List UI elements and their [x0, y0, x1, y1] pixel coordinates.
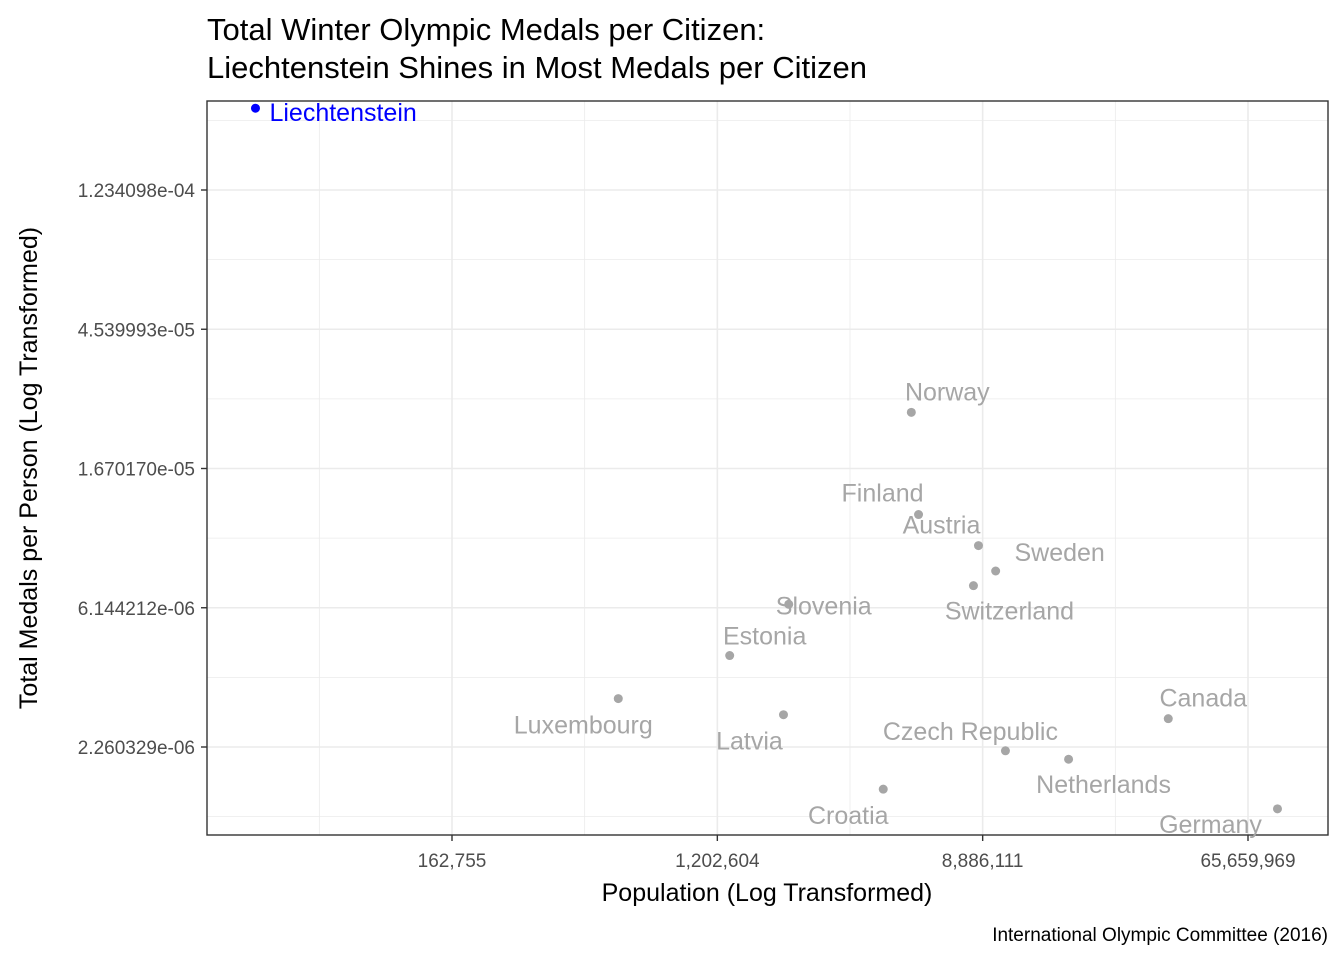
point-czech-republic — [1000, 746, 1010, 756]
y-tick-label: 1.234098e-04 — [78, 181, 196, 202]
x-tick-label: 65,659,969 — [1200, 851, 1295, 872]
y-tick-label: 1.670170e-05 — [78, 460, 195, 481]
label-czech-republic: Czech Republic — [883, 718, 1058, 746]
label-germany: Germany — [1159, 811, 1262, 839]
label-finland: Finland — [842, 480, 924, 508]
point-labels: Liechtenstein Norway Finland Austria Sweden S… — [269, 99, 1262, 839]
y-tick-label: 6.144212e-06 — [78, 599, 195, 620]
label-slovenia: Slovenia — [776, 592, 872, 620]
point-norway — [906, 407, 916, 417]
point-netherlands — [1064, 754, 1074, 764]
point-estonia — [725, 651, 735, 661]
point-austria — [973, 541, 983, 551]
point-finland — [914, 510, 924, 520]
label-sweden: Sweden — [1014, 539, 1104, 567]
chart-title: Total Winter Olympic Medals per Citizen: — [207, 12, 766, 47]
x-tick-label: 1,202,604 — [675, 851, 760, 872]
caption: International Olympic Committee (2016) — [992, 925, 1328, 946]
label-estonia: Estonia — [723, 623, 806, 651]
chart-subtitle: Liechtenstein Shines in Most Medals per … — [207, 50, 867, 85]
y-tick-label: 4.539993e-05 — [78, 320, 195, 341]
point-switzerland — [968, 581, 978, 591]
label-switzerland: Switzerland — [945, 598, 1074, 626]
point-latvia — [778, 710, 788, 720]
point-croatia — [878, 784, 888, 794]
label-canada: Canada — [1159, 685, 1247, 713]
major-gridlines — [207, 101, 1328, 835]
x-tick-label: 8,886,111 — [942, 851, 1024, 872]
label-norway: Norway — [905, 378, 990, 406]
point-liechtenstein — [250, 103, 260, 113]
label-croatia: Croatia — [808, 802, 889, 830]
label-latvia: Latvia — [716, 728, 783, 756]
y-axis-title: Total Medals per Person (Log Transformed… — [15, 227, 43, 709]
label-liechtenstein: Liechtenstein — [269, 99, 416, 127]
x-tick-label: 162,755 — [418, 851, 487, 872]
point-luxembourg — [613, 694, 623, 704]
point-germany — [1272, 804, 1282, 814]
label-netherlands: Netherlands — [1036, 771, 1171, 799]
label-luxembourg: Luxembourg — [514, 712, 653, 740]
point-slovenia — [784, 599, 794, 609]
point-sweden — [991, 566, 1001, 576]
data-points — [250, 103, 1282, 814]
x-axis-title: Population (Log Transformed) — [602, 879, 933, 907]
y-axis: 2.260329e-06 6.144212e-06 1.670170e-05 4.53… — [78, 181, 207, 759]
point-canada — [1163, 714, 1173, 724]
y-tick-label: 2.260329e-06 — [78, 738, 195, 759]
label-austria: Austria — [903, 512, 981, 540]
x-axis: 162,755 1,202,604 8,886,111 65,659,969 — [418, 835, 1296, 872]
